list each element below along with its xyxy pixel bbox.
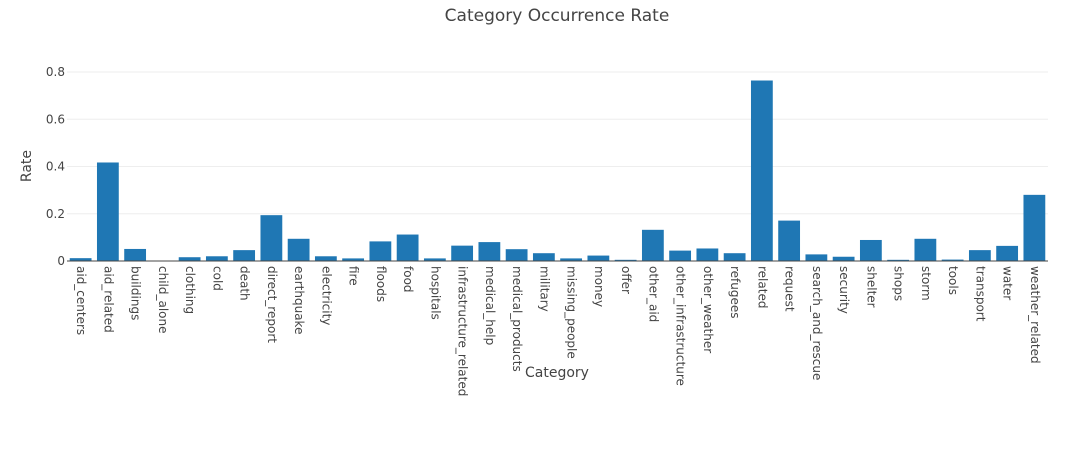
bar-shelter[interactable] [859, 239, 882, 261]
bar-transport[interactable] [968, 250, 991, 261]
bar-medical-products[interactable] [505, 249, 528, 261]
bar-shops[interactable] [887, 259, 910, 261]
x-tick-label: search_and_rescue [810, 266, 824, 380]
x-tick-label: earthquake [292, 266, 306, 334]
bar-buildings[interactable] [124, 248, 147, 261]
x-axis-ticks: aid_centers aid_related buildings child_alo… [74, 266, 1042, 396]
x-tick-label: child_alone [156, 266, 170, 334]
x-tick-label: medical_products [510, 266, 524, 372]
x-tick-label: request [783, 266, 797, 312]
bars [69, 80, 1046, 261]
y-tick-label: 0 [57, 254, 65, 268]
bar-other-aid[interactable] [641, 229, 664, 261]
x-tick-label: hospitals [428, 266, 442, 320]
x-tick-label: other_infrastructure [674, 266, 688, 386]
x-tick-label: military [537, 266, 551, 312]
bar-direct-report[interactable] [260, 215, 283, 261]
y-tick-label: 0.6 [46, 112, 65, 126]
x-tick-label: clothing [183, 266, 197, 314]
x-tick-label: infrastructure_related [456, 266, 470, 396]
x-tick-label: buildings [129, 266, 143, 320]
x-tick-label: transport [973, 266, 987, 322]
x-tick-label: floods [374, 266, 388, 302]
x-tick-label: food [401, 266, 415, 293]
x-tick-label: tools [946, 266, 960, 295]
bar-other-infrastructure[interactable] [669, 250, 692, 261]
bar-search-and-rescue[interactable] [805, 254, 828, 261]
bar-aid-centers[interactable] [69, 258, 92, 261]
x-tick-label: fire [347, 266, 361, 286]
x-tick-label: other_aid [646, 266, 660, 322]
x-tick-label: related [755, 266, 769, 308]
x-tick-label: money [592, 266, 606, 307]
bar-food[interactable] [396, 234, 419, 261]
x-tick-label: death [238, 266, 252, 301]
x-tick-label: aid_related [101, 266, 115, 333]
bar-cold[interactable] [205, 256, 228, 261]
bar-tools[interactable] [941, 259, 964, 261]
x-tick-label: offer [619, 266, 633, 294]
y-axis-title: Rate [19, 150, 35, 182]
x-tick-label: storm [919, 266, 933, 301]
bar-floods[interactable] [369, 241, 392, 261]
bar-infrastructure-related[interactable] [451, 245, 474, 261]
bar-money[interactable] [587, 255, 610, 261]
bar-hospitals[interactable] [423, 258, 446, 261]
x-tick-label: other_weather [701, 266, 715, 353]
bar-storm[interactable] [914, 238, 937, 261]
bar-offer[interactable] [614, 259, 637, 261]
grid-lines [67, 71, 1048, 215]
x-tick-label: aid_centers [74, 266, 88, 335]
x-tick-label: missing_people [565, 266, 579, 359]
bar-security[interactable] [832, 256, 855, 261]
bar-military[interactable] [532, 253, 555, 261]
x-tick-label: cold [210, 266, 224, 291]
bar-weather-related[interactable] [1023, 194, 1046, 261]
bar-clothing[interactable] [178, 257, 201, 261]
y-tick-label: 0.8 [46, 65, 65, 79]
bar-water[interactable] [996, 245, 1019, 261]
x-tick-label: shops [892, 266, 906, 301]
bar-request[interactable] [778, 220, 801, 261]
bar-refugees[interactable] [723, 253, 746, 261]
y-axis-ticks: 0 0.2 0.4 0.6 0.8 [46, 65, 65, 268]
x-tick-label: security [837, 266, 851, 314]
bar-medical-help[interactable] [478, 242, 501, 261]
x-tick-label: shelter [864, 266, 878, 308]
x-tick-label: water [1001, 266, 1015, 300]
chart-title: Category Occurrence Rate [445, 6, 670, 26]
bar-missing-people[interactable] [560, 258, 583, 261]
bar-fire[interactable] [342, 258, 365, 261]
x-axis-title: Category [525, 365, 589, 381]
bar-earthquake[interactable] [287, 238, 310, 261]
bar-related[interactable] [750, 80, 773, 261]
x-tick-label: medical_help [483, 266, 497, 345]
bar-other-weather[interactable] [696, 248, 719, 261]
bar-electricity[interactable] [314, 256, 337, 261]
x-tick-label: direct_report [265, 266, 279, 343]
bar-aid-related[interactable] [96, 162, 119, 261]
x-tick-label: refugees [728, 266, 742, 319]
y-tick-label: 0.4 [46, 160, 65, 174]
x-tick-label: electricity [319, 266, 333, 325]
x-tick-label: weather_related [1028, 266, 1042, 364]
y-tick-label: 0.2 [46, 207, 65, 221]
bar-death[interactable] [233, 250, 256, 261]
